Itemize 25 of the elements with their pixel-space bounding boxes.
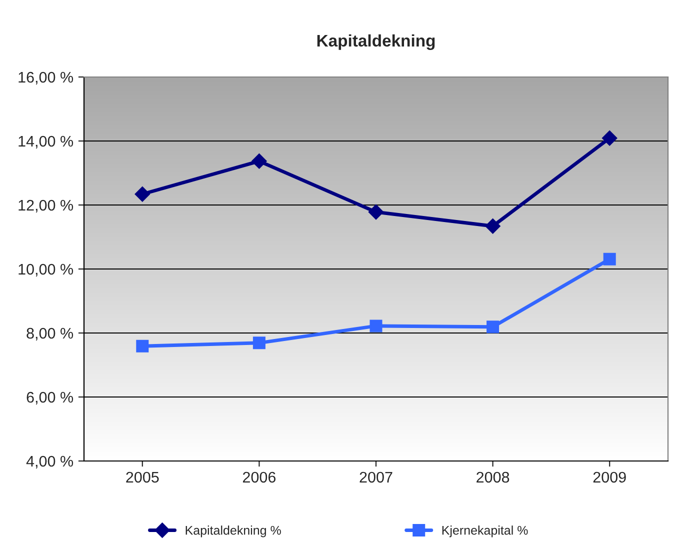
y-tick-label: 6,00 % xyxy=(26,392,74,404)
y-tick-label: 16,00 % xyxy=(18,72,74,84)
x-tick-label: 2007 xyxy=(360,472,392,483)
point xyxy=(486,320,500,334)
point xyxy=(368,204,384,220)
point xyxy=(485,218,500,234)
y-tick-label: 4,00 % xyxy=(26,456,74,468)
chart-title: Kapitaldekning xyxy=(317,34,435,50)
point xyxy=(134,186,150,202)
y-tick-label: 14,00 % xyxy=(18,136,74,148)
legend-label: Kjernekapital % xyxy=(442,526,528,538)
point xyxy=(603,252,616,266)
y-tick-label: 10,00 % xyxy=(18,264,74,276)
point xyxy=(252,154,267,169)
legend-label: Kapitaldekning % xyxy=(186,526,281,538)
x-tick-label: 2008 xyxy=(476,472,510,483)
x-tick-label: 2005 xyxy=(126,472,159,483)
x-tick-label: 2009 xyxy=(593,472,626,483)
point xyxy=(136,340,149,352)
y-tick-label: 8,00 % xyxy=(26,328,74,340)
point xyxy=(602,130,618,146)
x-tick-label: 2006 xyxy=(242,472,276,483)
y-tick-label: 12,00 % xyxy=(18,200,74,212)
point xyxy=(370,320,382,332)
point xyxy=(252,336,266,350)
